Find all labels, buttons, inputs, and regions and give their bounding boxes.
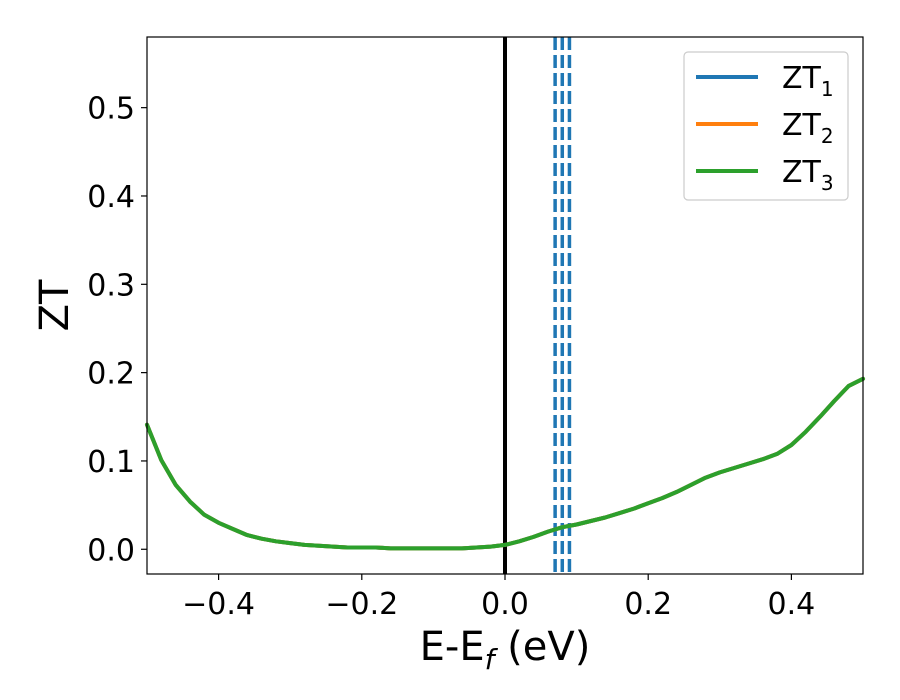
series-line-3: [145, 376, 865, 551]
legend: ZT1 ZT2 ZT3: [683, 51, 849, 201]
x-axis-ticks: −0.4 −0.2 0.0 0.2 0.4: [182, 574, 815, 622]
x-tick-label: −0.2: [325, 587, 398, 622]
y-tick-label: 0.3: [87, 268, 135, 303]
y-tick-label: 0.2: [87, 357, 135, 392]
legend-label-1: ZT1: [782, 61, 834, 101]
legend-label-2: ZT2: [782, 108, 834, 148]
series-layer: [145, 376, 865, 551]
y-axis-ticks: 0.0 0.1 0.2 0.3 0.4 0.5: [87, 92, 147, 568]
x-axis-label: E-Ef (eV): [420, 624, 591, 676]
legend-box: [683, 51, 849, 201]
y-tick-label: 0.0: [87, 533, 135, 568]
x-tick-label: −0.4: [182, 587, 255, 622]
legend-label-3: ZT3: [782, 155, 834, 195]
x-tick-label: 0.2: [624, 587, 672, 622]
vertical-reference-lines: [503, 37, 572, 574]
y-tick-label: 0.1: [87, 445, 135, 480]
x-tick-label: 0.4: [768, 587, 816, 622]
y-tick-label: 0.4: [87, 180, 135, 215]
x-tick-label: 0.0: [481, 587, 529, 622]
y-tick-label: 0.5: [87, 92, 135, 127]
y-axis-label: ZT: [32, 279, 78, 331]
